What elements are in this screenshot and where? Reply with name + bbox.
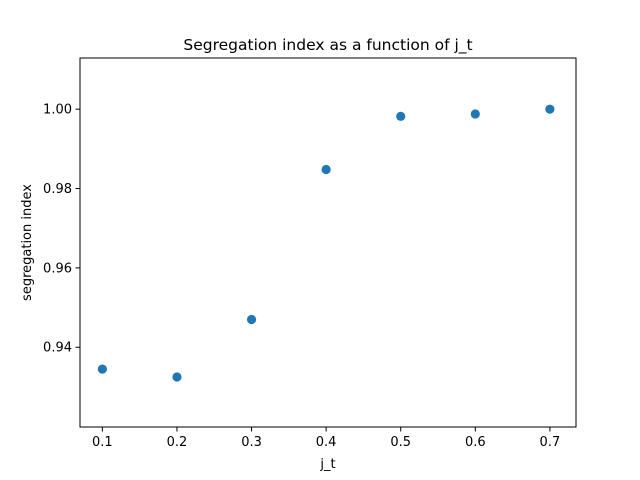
plot-background — [80, 58, 576, 427]
data-point — [97, 364, 107, 374]
plot-area: 0.1 0.2 0.3 0.4 0.5 0.6 0.7 0.94 0.96 0.98 1.00 — [43, 57, 577, 450]
data-point — [470, 109, 480, 119]
plot-frame — [79, 57, 577, 428]
data-point — [545, 104, 555, 114]
y-axis-label: segregation index — [20, 184, 35, 301]
x-tick-label: 0.7 — [540, 435, 561, 450]
y-tick-label: 0.96 — [43, 261, 72, 276]
y-axis-ticks: 0.94 0.96 0.98 1.00 — [43, 103, 80, 356]
data-points — [97, 104, 555, 382]
x-tick-label: 0.3 — [241, 435, 262, 450]
x-tick-label: 0.6 — [465, 435, 486, 450]
data-point — [246, 314, 257, 325]
x-axis-label: j_t — [319, 457, 335, 472]
data-point — [172, 372, 182, 382]
y-tick-label: 0.94 — [43, 341, 72, 356]
chart-title: Segregation index as a function of j_t — [183, 36, 472, 55]
data-point — [321, 164, 331, 175]
x-tick-label: 0.5 — [390, 435, 411, 450]
x-tick-label: 0.2 — [167, 435, 188, 450]
y-tick-label: 1.00 — [43, 103, 72, 118]
data-point — [396, 111, 406, 121]
x-axis-ticks: 0.1 0.2 0.3 0.4 0.5 0.6 0.7 — [92, 427, 560, 450]
x-tick-label: 0.1 — [92, 435, 113, 450]
y-tick-label: 0.98 — [43, 182, 72, 197]
x-tick-label: 0.4 — [316, 435, 337, 450]
